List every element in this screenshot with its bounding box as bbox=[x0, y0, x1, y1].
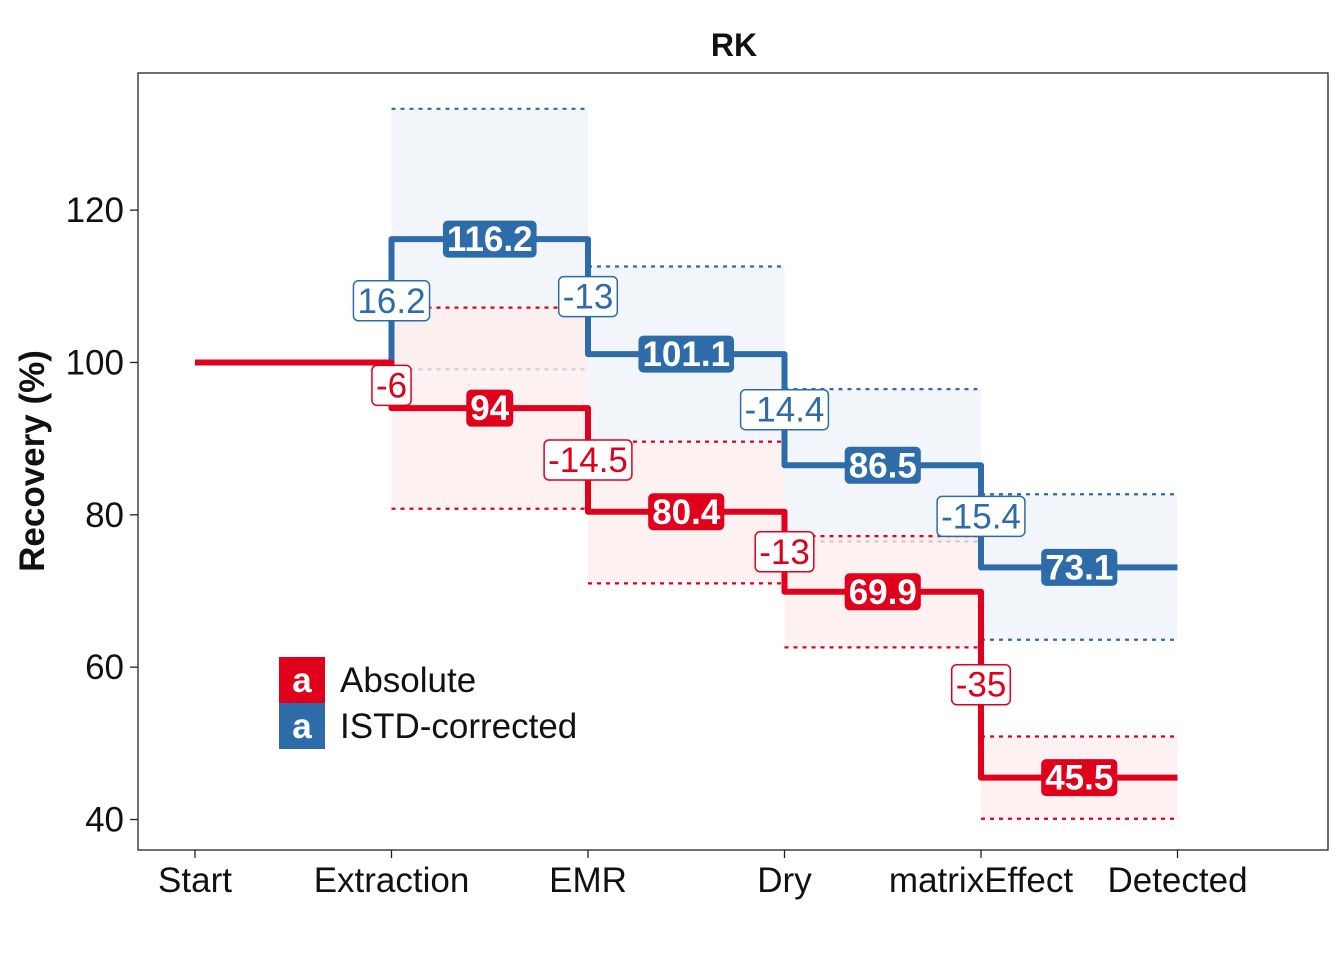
change-label-box-1-0 bbox=[352, 280, 431, 322]
y-tick-label-3: 100 bbox=[66, 343, 124, 382]
change-label-box-0-2 bbox=[754, 531, 815, 573]
legend-label-0: Absolute bbox=[340, 661, 476, 700]
level-label-1-3: 73.1 bbox=[1045, 548, 1113, 587]
y-tick-label-4: 120 bbox=[66, 191, 124, 230]
plot-panel-border bbox=[137, 72, 1329, 851]
chart-title: RK bbox=[711, 27, 757, 63]
level-label-0-1: 80.4 bbox=[652, 493, 721, 532]
change-label-box-0-1 bbox=[543, 439, 633, 481]
change-label-1-1: -13 bbox=[563, 278, 614, 317]
legend-key-0 bbox=[279, 657, 325, 703]
y-tick-label-2: 80 bbox=[85, 496, 124, 535]
change-label-0-1: -14.5 bbox=[548, 441, 628, 480]
y-tick-label-0: 40 bbox=[85, 801, 124, 840]
level-label-0-2: 69.9 bbox=[849, 573, 917, 612]
level-label-box-0-1 bbox=[648, 493, 725, 531]
change-label-box-1-1 bbox=[557, 275, 619, 318]
level-label-box-0-3 bbox=[1041, 759, 1118, 797]
x-tick-label-2: EMR bbox=[549, 861, 627, 900]
change-label-0-0: -6 bbox=[376, 366, 407, 405]
legend-key-1 bbox=[279, 703, 325, 749]
change-label-0-2: -13 bbox=[759, 533, 810, 572]
level-label-box-0-0 bbox=[466, 389, 514, 427]
y-tick-label-1: 60 bbox=[85, 648, 124, 687]
x-tick-label-4: matrixEffect bbox=[889, 861, 1073, 900]
level-label-1-0: 116.2 bbox=[447, 220, 533, 259]
level-label-box-0-2 bbox=[844, 573, 921, 611]
change-label-box-0-0 bbox=[371, 364, 412, 407]
legend-key-letter-1: a bbox=[292, 707, 312, 746]
legend: a Absolute a ISTD-corrected bbox=[279, 657, 577, 749]
level-label-1-1: 101.1 bbox=[642, 335, 730, 374]
axes-layer: 40 60 80 100 120 Start Extraction EMR Dry matrixE… bbox=[66, 191, 1248, 900]
y-axis-title: Recovery (%) bbox=[13, 350, 52, 572]
change-label-box-1-2 bbox=[739, 388, 830, 431]
x-tick-label-0: Start bbox=[158, 861, 232, 900]
change-label-1-3: -15.4 bbox=[941, 497, 1021, 536]
level-label-0-3: 45.5 bbox=[1045, 759, 1113, 798]
label-layer: 16.2 -13 -14.4 -15.4 116.2 101.1 86.5 73.1 -6 -14… bbox=[352, 220, 1118, 798]
level-label-box-1-0 bbox=[442, 220, 537, 258]
level-label-1-2: 86.5 bbox=[849, 446, 917, 485]
change-label-1-0: 16.2 bbox=[357, 282, 425, 321]
legend-key-letter-0: a bbox=[292, 661, 312, 700]
level-label-0-0: 94 bbox=[470, 389, 509, 428]
change-label-1-2: -14.4 bbox=[745, 391, 825, 430]
change-label-box-0-3 bbox=[950, 663, 1012, 706]
change-label-box-1-3 bbox=[936, 495, 1026, 538]
change-label-0-3: -35 bbox=[956, 666, 1007, 705]
x-tick-label-1: Extraction bbox=[314, 861, 470, 900]
level-label-box-1-1 bbox=[638, 335, 735, 373]
x-tick-label-5: Detected bbox=[1107, 861, 1247, 900]
x-tick-label-3: Dry bbox=[757, 861, 812, 900]
level-label-box-1-3 bbox=[1041, 548, 1118, 586]
level-label-box-1-2 bbox=[844, 446, 921, 484]
legend-label-1: ISTD-corrected bbox=[340, 707, 577, 746]
